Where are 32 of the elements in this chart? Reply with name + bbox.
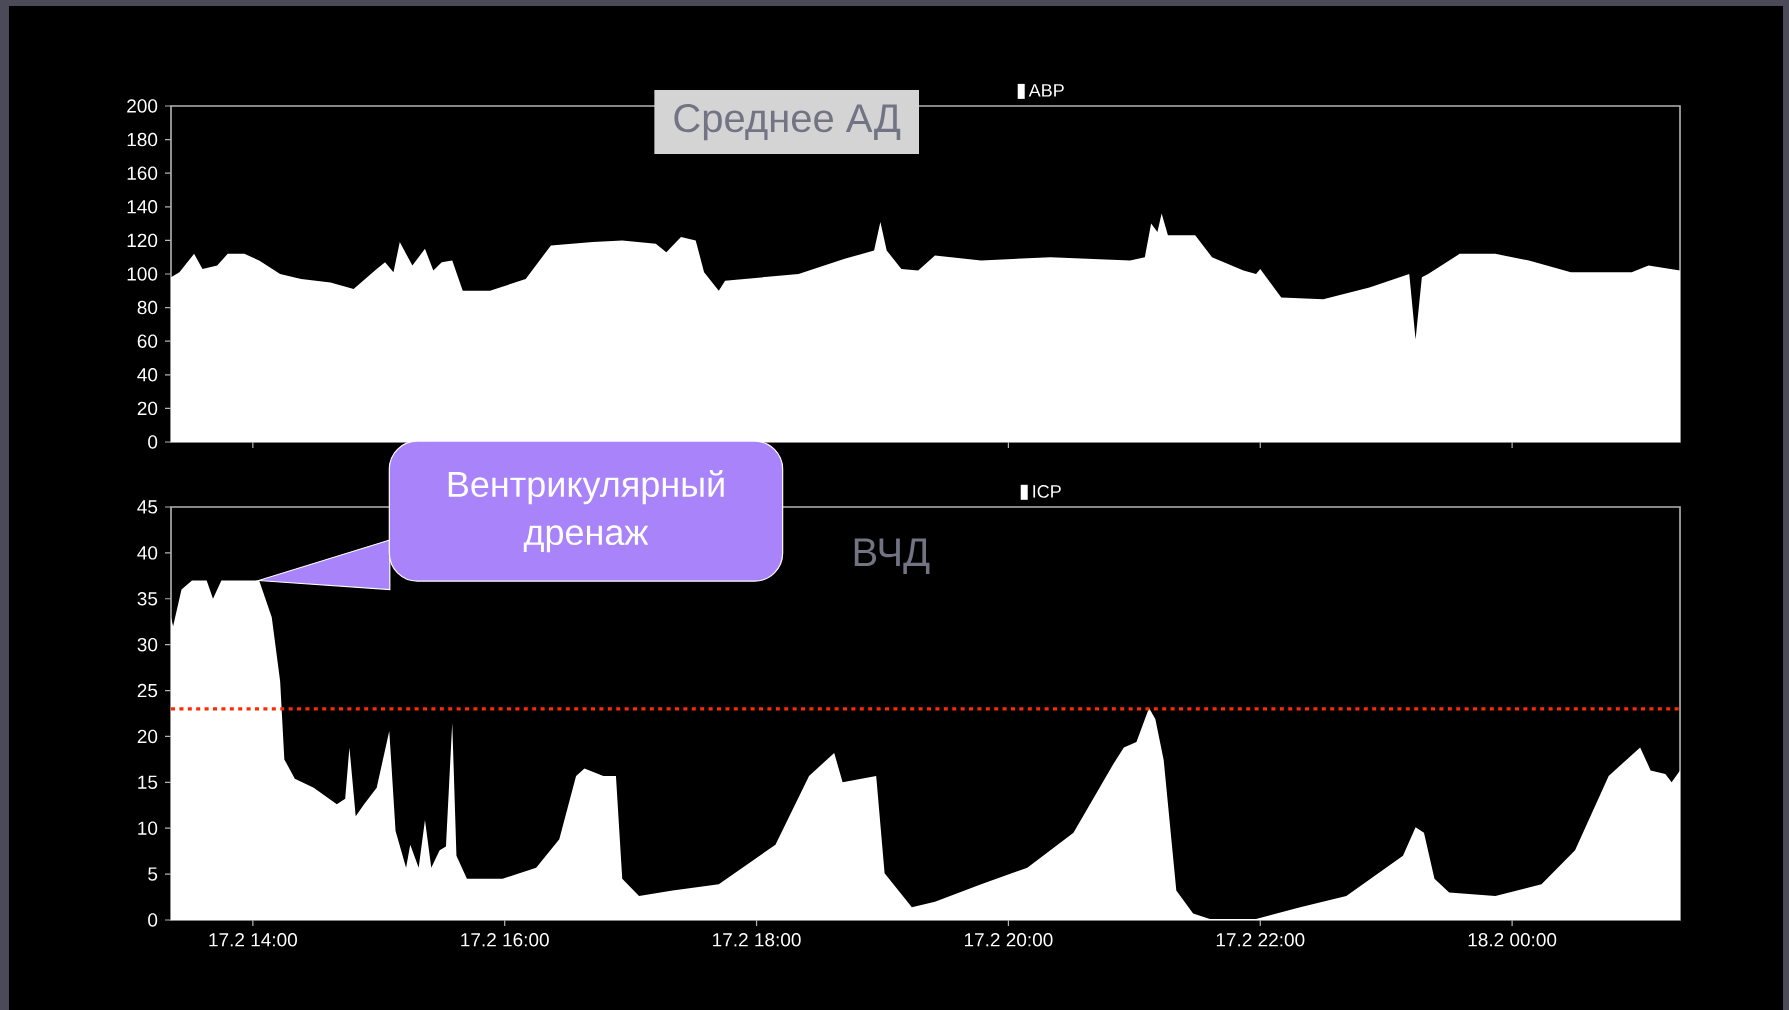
y-tick-label: 200	[127, 99, 158, 113]
x-tick-label: 17.2 16:00	[461, 933, 549, 947]
annotation: Вентрикулярный дренаж	[448, 470, 724, 553]
legend-label: ABP	[1028, 84, 1064, 97]
y-tick-label: 40	[137, 546, 158, 560]
y-tick-label: 45	[137, 500, 158, 514]
y-tick-label: 100	[127, 267, 158, 281]
y-tick-label: 140	[127, 200, 158, 214]
y-tick-label: 5	[148, 867, 158, 881]
x-tick-label: 17.2 18:00	[713, 933, 801, 947]
y-tick-label: 120	[127, 233, 158, 248]
x-tick-label: 17.2 14:00	[209, 933, 297, 947]
y-tick-label: 10	[138, 821, 158, 835]
y-tick-label: 0	[148, 435, 158, 449]
y-tick-label: 160	[127, 166, 158, 180]
y-tick-label: 60	[137, 334, 158, 348]
annotation: ВЧД	[854, 538, 930, 574]
y-tick-label: 25	[137, 683, 158, 698]
y-tick-label: 180	[127, 132, 158, 147]
y-tick-label: 30	[137, 637, 158, 652]
annotation: Среднее АД	[674, 104, 901, 141]
y-tick-label: 20	[137, 401, 158, 416]
legend-label: ICP	[1033, 485, 1061, 498]
y-tick-label: 80	[137, 300, 158, 315]
x-tick-label: 17.2 20:00	[964, 933, 1053, 947]
x-tick-label: 17.2 22:00	[1216, 933, 1305, 947]
y-tick-label: 0	[148, 913, 158, 927]
x-tick-label: 18.2 00:00	[1468, 933, 1557, 947]
y-tick-label: 40	[137, 368, 158, 382]
y-tick-label: 15	[138, 775, 158, 789]
y-tick-label: 20	[137, 729, 158, 744]
y-tick-label: 35	[137, 592, 158, 606]
